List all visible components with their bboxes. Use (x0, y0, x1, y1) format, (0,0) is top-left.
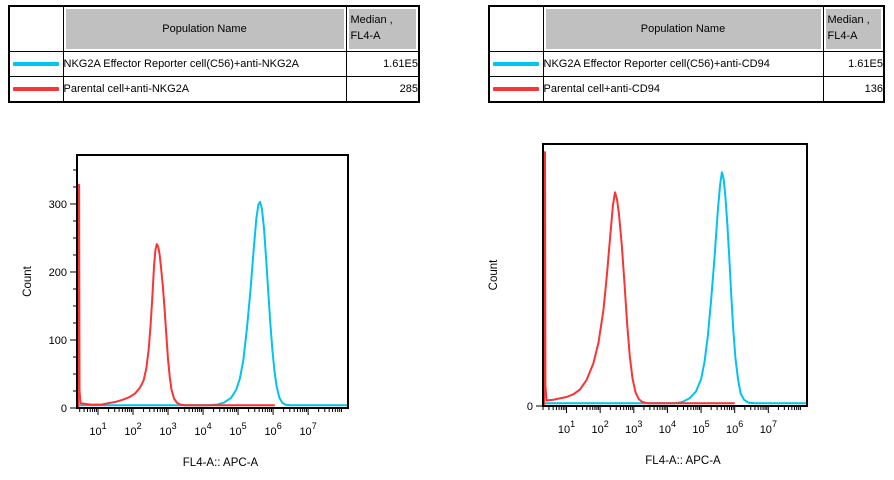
median-value-cell: 136 (822, 76, 885, 103)
table-row: Parental cell+anti-NKG2A 285 (8, 76, 420, 103)
svg-text:105: 105 (692, 419, 709, 436)
median-header-line1: Median , (350, 14, 393, 27)
svg-text:300: 300 (49, 199, 67, 211)
svg-text:100: 100 (49, 335, 67, 347)
series-color-swatch (493, 62, 540, 66)
population-name-cell: NKG2A Effector Reporter cell(C56)+anti-C… (542, 51, 824, 77)
population-name-cell: Parental cell+anti-NKG2A (62, 76, 347, 103)
svg-text:104: 104 (659, 419, 676, 436)
median-header-line2: FL4-A (827, 30, 858, 42)
swatch-column-header (488, 5, 544, 52)
svg-text:107: 107 (299, 421, 316, 438)
svg-text:103: 103 (159, 421, 176, 438)
svg-text:101: 101 (558, 419, 575, 436)
median-header: Median , FL4-A (822, 5, 885, 52)
population-name-cell: Parental cell+anti-CD94 (542, 76, 824, 103)
median-value-cell: 285 (345, 76, 420, 103)
series-color-swatch (13, 62, 60, 66)
x-axis-label: FL4-A:: APC-A (645, 455, 721, 467)
svg-text:101: 101 (89, 421, 106, 438)
x-axis-label: FL4-A:: APC-A (183, 457, 259, 469)
population-name-cell: NKG2A Effector Reporter cell(C56)+anti-N… (62, 51, 347, 77)
y-axis-label: Count (488, 259, 500, 290)
median-header-line2: FL4-A (350, 30, 381, 42)
svg-text:107: 107 (760, 419, 777, 436)
median-header: Median , FL4-A (345, 5, 420, 52)
svg-text:200: 200 (49, 267, 67, 279)
svg-text:0: 0 (527, 401, 533, 413)
series-color-swatch (13, 87, 60, 91)
svg-text:106: 106 (264, 421, 281, 438)
svg-text:105: 105 (229, 421, 246, 438)
table-row: Parental cell+anti-CD94 136 (488, 76, 885, 103)
svg-text:102: 102 (592, 419, 609, 436)
table-row: NKG2A Effector Reporter cell(C56)+anti-N… (8, 51, 420, 77)
y-axis-label: Count (22, 265, 34, 296)
series-color-swatch (493, 87, 540, 91)
svg-text:103: 103 (625, 419, 642, 436)
svg-text:0: 0 (61, 403, 67, 415)
svg-text:104: 104 (194, 421, 211, 438)
legend-table-right: Population Name Median , FL4-A NKG2A Eff… (488, 5, 885, 103)
median-header-line1: Median , (827, 14, 870, 27)
table-row: NKG2A Effector Reporter cell(C56)+anti-C… (488, 51, 885, 77)
svg-text:102: 102 (124, 421, 141, 438)
legend-table-left: Population Name Median , FL4-A NKG2A Eff… (8, 5, 420, 103)
svg-text:106: 106 (726, 419, 743, 436)
population-name-header: Population Name (542, 5, 824, 52)
median-value-cell: 1.61E5 (345, 51, 420, 77)
median-value-cell: 1.61E5 (822, 51, 885, 77)
